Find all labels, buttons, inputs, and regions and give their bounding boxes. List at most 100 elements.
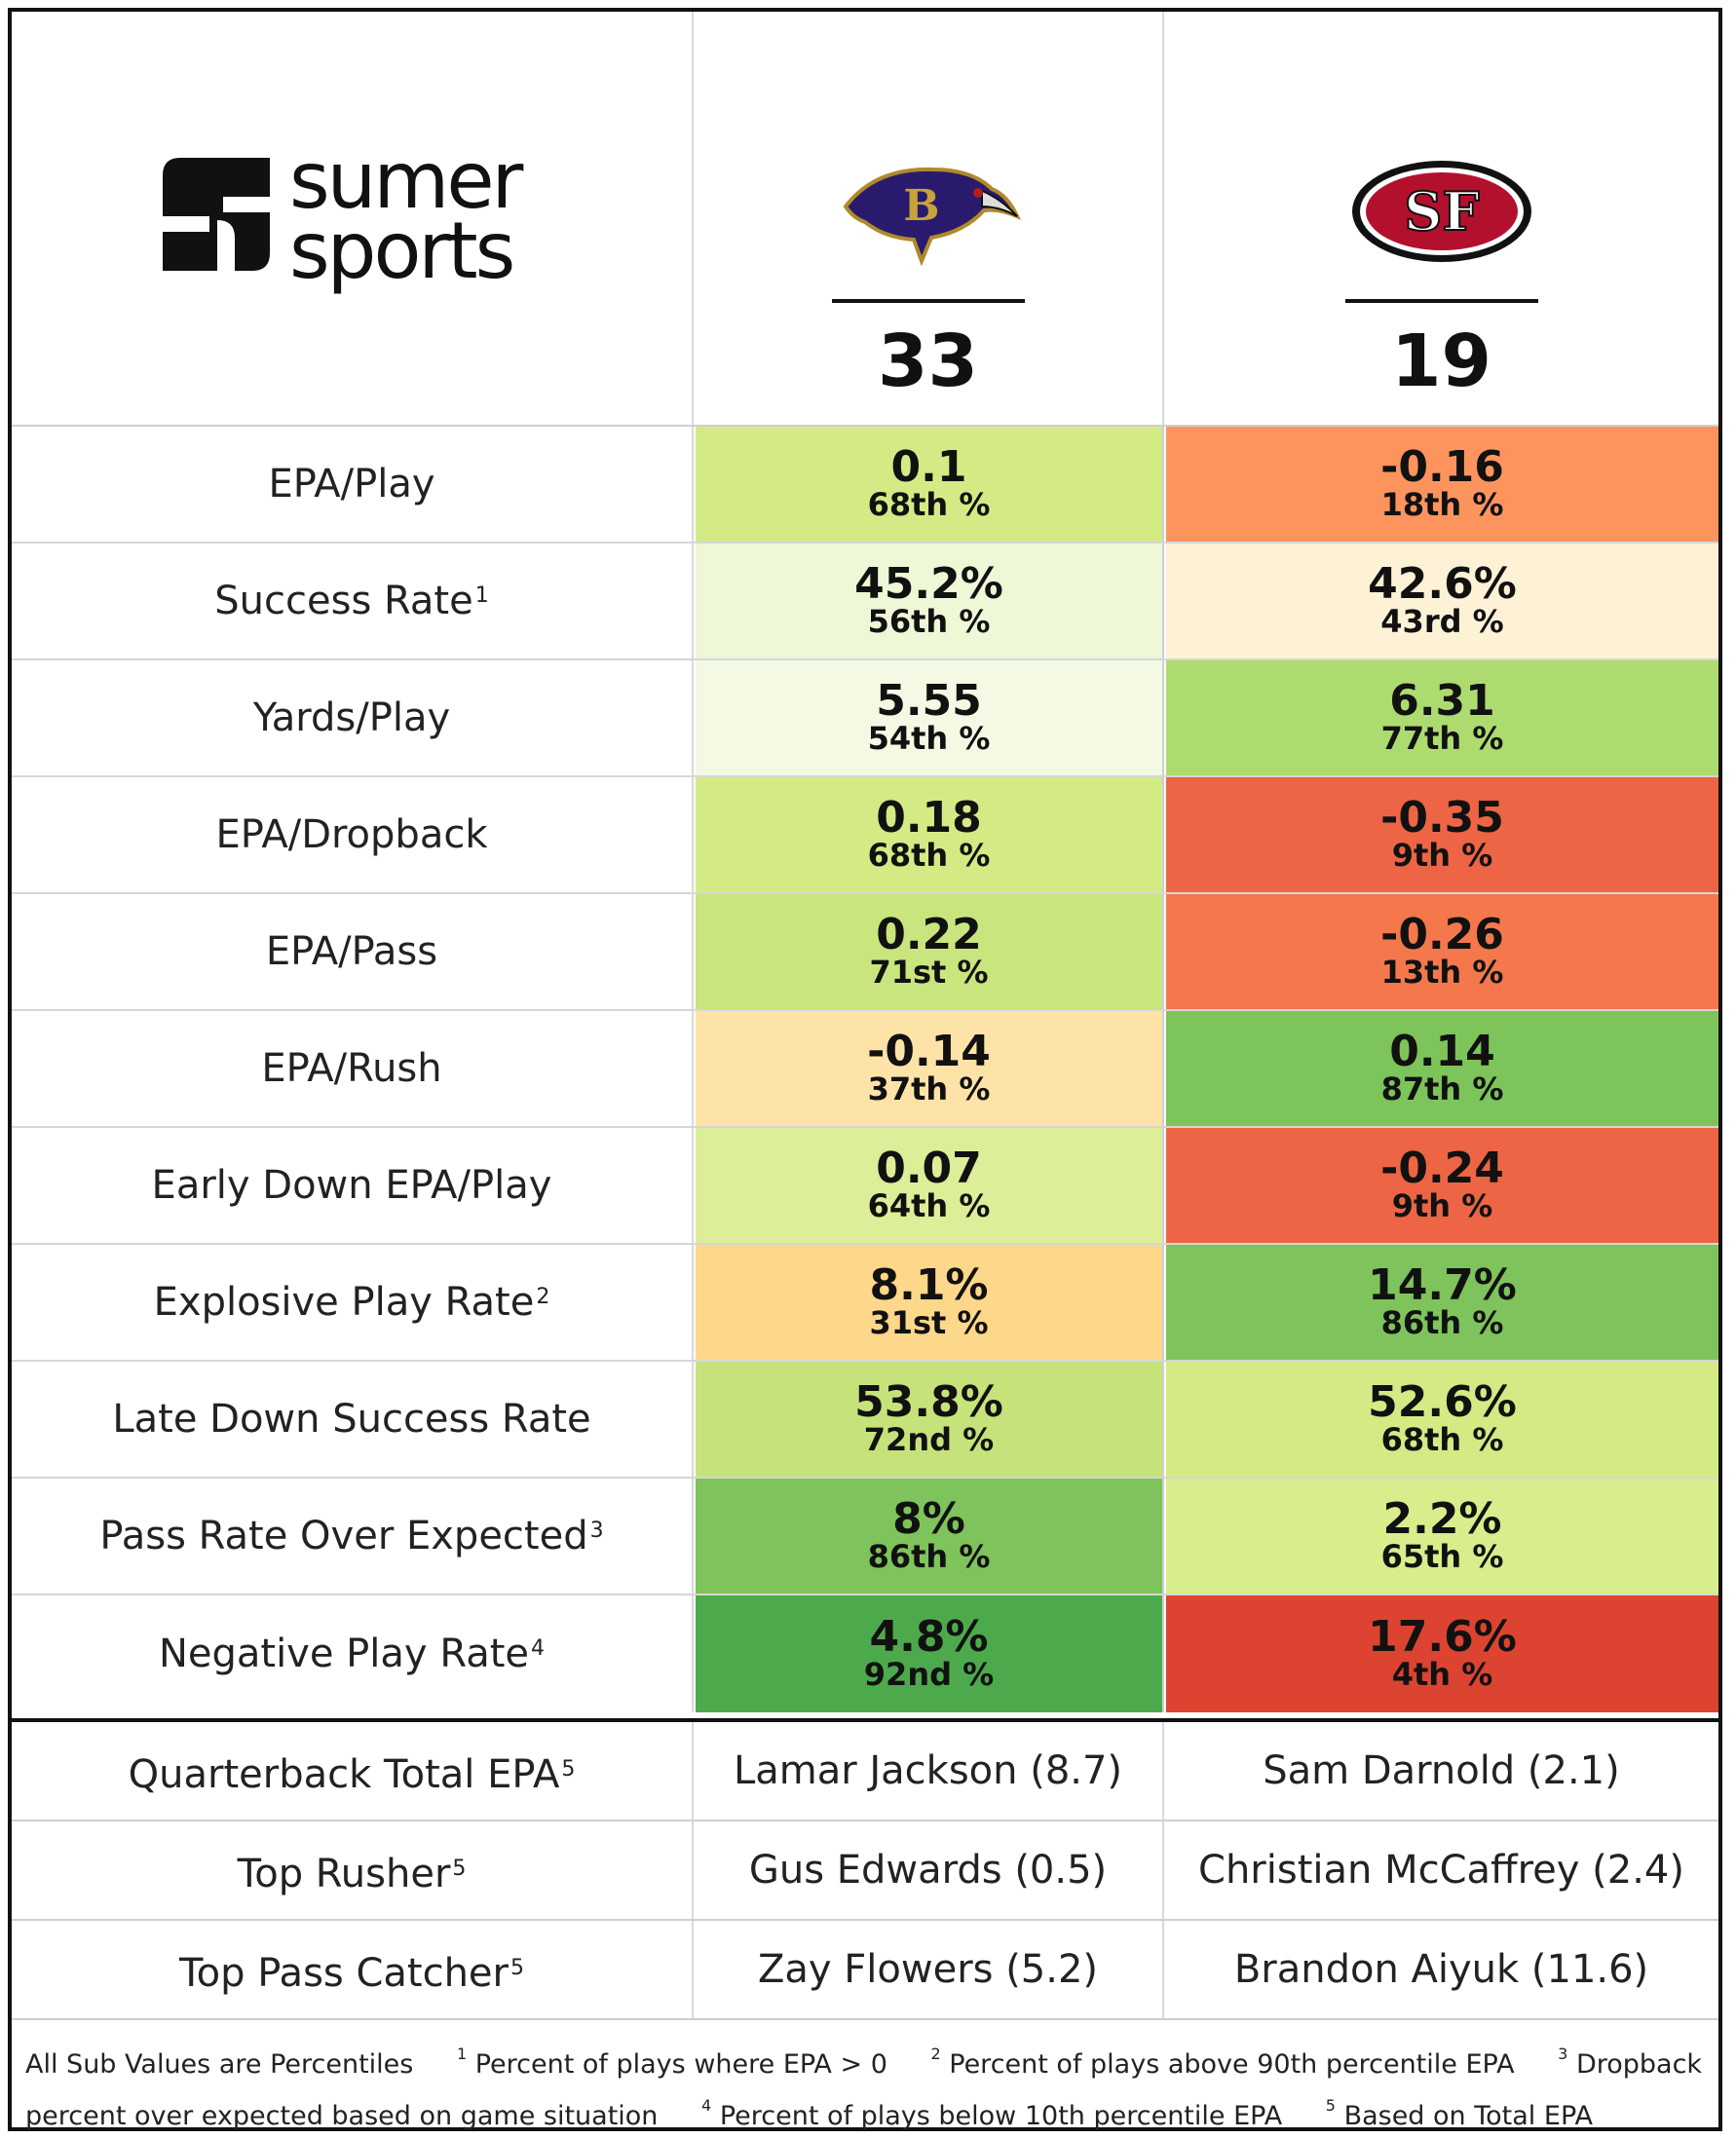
metric-label: Pass Rate Over Expected 3 (12, 1479, 694, 1594)
away-metric-cell: -0.35 9th % (1166, 777, 1718, 892)
footnote-marker: 4 (531, 1635, 546, 1661)
metric-label: Late Down Success Rate (12, 1362, 694, 1477)
home-metric-percentile: 86th % (867, 1538, 991, 1575)
away-metric-percentile: 68th % (1380, 1421, 1504, 1458)
away-metric-value: -0.35 (1380, 793, 1504, 843)
home-metric-percentile: 64th % (867, 1187, 991, 1224)
brand-line-2: sports (289, 206, 515, 296)
away-metric-value: 2.2% (1382, 1494, 1502, 1544)
home-metric-cell: 0.22 71st % (696, 894, 1164, 1009)
away-metric-value: 52.6% (1368, 1377, 1517, 1427)
home-metric-percentile: 92nd % (863, 1656, 995, 1693)
away-metric-percentile: 65th % (1380, 1538, 1504, 1575)
footnotes: All Sub Values are Percentiles 1 Percent… (25, 2036, 1711, 2139)
metric-row-explosive-play-rate: Explosive Play Rate 2 8.1% 31st % 14.7% 86th … (12, 1245, 1718, 1362)
player-row-label: Top Rusher 5 (12, 1821, 694, 1919)
away-metric-value: -0.16 (1380, 442, 1504, 492)
home-metric-cell: 0.07 64th % (696, 1128, 1164, 1243)
away-metric-percentile: 43rd % (1380, 603, 1504, 640)
away-metric-percentile: 9th % (1391, 1187, 1493, 1224)
away-metric-cell: 14.7% 86th % (1166, 1245, 1718, 1360)
away-player-value: Brandon Aiyuk (11.6) (1233, 1947, 1649, 1992)
home-metric-value: 4.8% (869, 1612, 989, 1662)
svg-text:SF: SF (1404, 180, 1479, 243)
home-metric-percentile: 56th % (867, 603, 991, 640)
away-metric-percentile: 13th % (1380, 954, 1504, 991)
home-metric-value: 8% (892, 1494, 965, 1544)
away-metric-value: 6.31 (1389, 676, 1495, 726)
home-metric-cell: 5.55 54th % (696, 660, 1164, 775)
away-metric-value: 42.6% (1368, 559, 1517, 609)
metric-row-yards-play: Yards/Play 5.55 54th % 6.31 77th % (12, 660, 1718, 777)
footnote-marker: 5 (509, 1955, 524, 1980)
away-metric-value: 17.6% (1368, 1612, 1517, 1662)
away-metric-cell: -0.26 13th % (1166, 894, 1718, 1009)
metric-row-negative-play-rate: Negative Play Rate 4 4.8% 92nd % 17.6% 4th % (12, 1595, 1718, 1712)
away-player-value: Christian McCaffrey (2.4) (1198, 1848, 1684, 1893)
away-metric-cell: -0.24 9th % (1166, 1128, 1718, 1243)
away-metric-cell: 52.6% 68th % (1166, 1362, 1718, 1477)
home-metric-value: 0.1 (890, 442, 967, 492)
metric-row-late-down-success-rate: Late Down Success Rate 53.8% 72nd % 52.6% 68… (12, 1362, 1718, 1479)
metric-label: Early Down EPA/Play (12, 1128, 694, 1243)
away-metric-percentile: 87th % (1380, 1070, 1504, 1107)
player-row-top-rusher: Top Rusher 5 Gus Edwards (0.5) Christian Mc… (12, 1821, 1718, 1921)
metric-label: EPA/Rush (12, 1011, 694, 1126)
metric-label: Explosive Play Rate 2 (12, 1245, 694, 1360)
home-metric-cell: 4.8% 92nd % (696, 1595, 1164, 1712)
home-player-value: Lamar Jackson (8.7) (694, 1722, 1164, 1820)
away-metric-percentile: 77th % (1380, 720, 1504, 757)
player-row-top-pass-catcher: Top Pass Catcher 5 Zay Flowers (5.2) Brando… (12, 1921, 1718, 2020)
home-score-rule (831, 299, 1025, 303)
home-metric-value: 0.22 (876, 910, 982, 959)
footnote-5: 5 Based on Total EPA (1325, 2096, 1593, 2131)
metric-row-epa-rush: EPA/Rush -0.14 37th % 0.14 87th % (12, 1011, 1718, 1128)
home-metric-value: 8.1% (869, 1260, 989, 1310)
away-team-cell: SF 19 (1164, 12, 1718, 425)
metric-label: Negative Play Rate 4 (12, 1595, 694, 1712)
home-metric-cell: 0.18 68th % (696, 777, 1164, 892)
home-metric-value: 5.55 (876, 676, 982, 726)
player-row-label: Top Pass Catcher 5 (12, 1921, 694, 2018)
home-player-value: Zay Flowers (5.2) (694, 1921, 1164, 2018)
metric-row-early-down-epa-play: Early Down EPA/Play 0.07 64th % -0.24 9th % (12, 1128, 1718, 1245)
away-metric-cell: 17.6% 4th % (1166, 1595, 1718, 1712)
home-team-cell: B 33 (694, 12, 1164, 425)
away-metric-value: 14.7% (1368, 1260, 1517, 1310)
footnote-intro: All Sub Values are Percentiles (25, 2049, 414, 2080)
home-metric-cell: 8% 86th % (696, 1479, 1164, 1594)
footnote-4: 4 Percent of plays below 10th percentile… (701, 2096, 1283, 2131)
home-player-value: Gus Edwards (0.5) (694, 1821, 1164, 1919)
home-metric-value: 53.8% (854, 1377, 1003, 1427)
brand-line-1: sumer (289, 135, 523, 226)
home-metric-percentile: 68th % (867, 486, 991, 523)
ravens-logo-icon: B (843, 167, 1021, 267)
metric-label: Yards/Play (12, 660, 694, 775)
away-metric-cell: 0.14 87th % (1166, 1011, 1718, 1126)
footnote-marker: 5 (452, 1856, 467, 1881)
away-metric-cell: 6.31 77th % (1166, 660, 1718, 775)
home-metric-percentile: 71st % (869, 954, 989, 991)
footnote-3: 3 Dropback percent over expected based o… (25, 2045, 1703, 2131)
away-metric-value: -0.26 (1380, 910, 1504, 959)
game-summary-card: sumer sports B 33 SF 19 EPA/ (8, 8, 1722, 2131)
away-score-rule (1344, 299, 1538, 303)
player-row-quarterback-total-epa: Quarterback Total EPA 5 Lamar Jackson (8.7… (12, 1722, 1718, 1821)
away-metric-percentile: 86th % (1380, 1304, 1504, 1341)
brand-wordmark: sumer sports (289, 135, 523, 296)
footnote-marker: 3 (589, 1518, 604, 1543)
away-metric-cell: 42.6% 43rd % (1166, 544, 1718, 658)
metric-row-pass-rate-over-expected: Pass Rate Over Expected 3 8% 86th % 2.2% 65th… (12, 1479, 1718, 1595)
away-metric-value: -0.24 (1380, 1144, 1504, 1193)
home-metric-value: -0.14 (867, 1027, 991, 1076)
player-row-label: Quarterback Total EPA 5 (12, 1722, 694, 1820)
home-metric-cell: 53.8% 72nd % (696, 1362, 1164, 1477)
49ers-logo-icon: SF (1351, 161, 1531, 262)
brand-cell: sumer sports (12, 12, 694, 425)
away-metric-percentile: 9th % (1391, 837, 1493, 874)
metric-row-success-rate: Success Rate 1 45.2% 56th % 42.6% 43rd % (12, 544, 1718, 660)
metric-label: EPA/Pass (12, 894, 694, 1009)
metric-label: EPA/Play (12, 427, 694, 542)
players-table: Quarterback Total EPA 5 Lamar Jackson (8.7… (12, 1718, 1718, 2020)
home-metric-value: 45.2% (854, 559, 1003, 609)
